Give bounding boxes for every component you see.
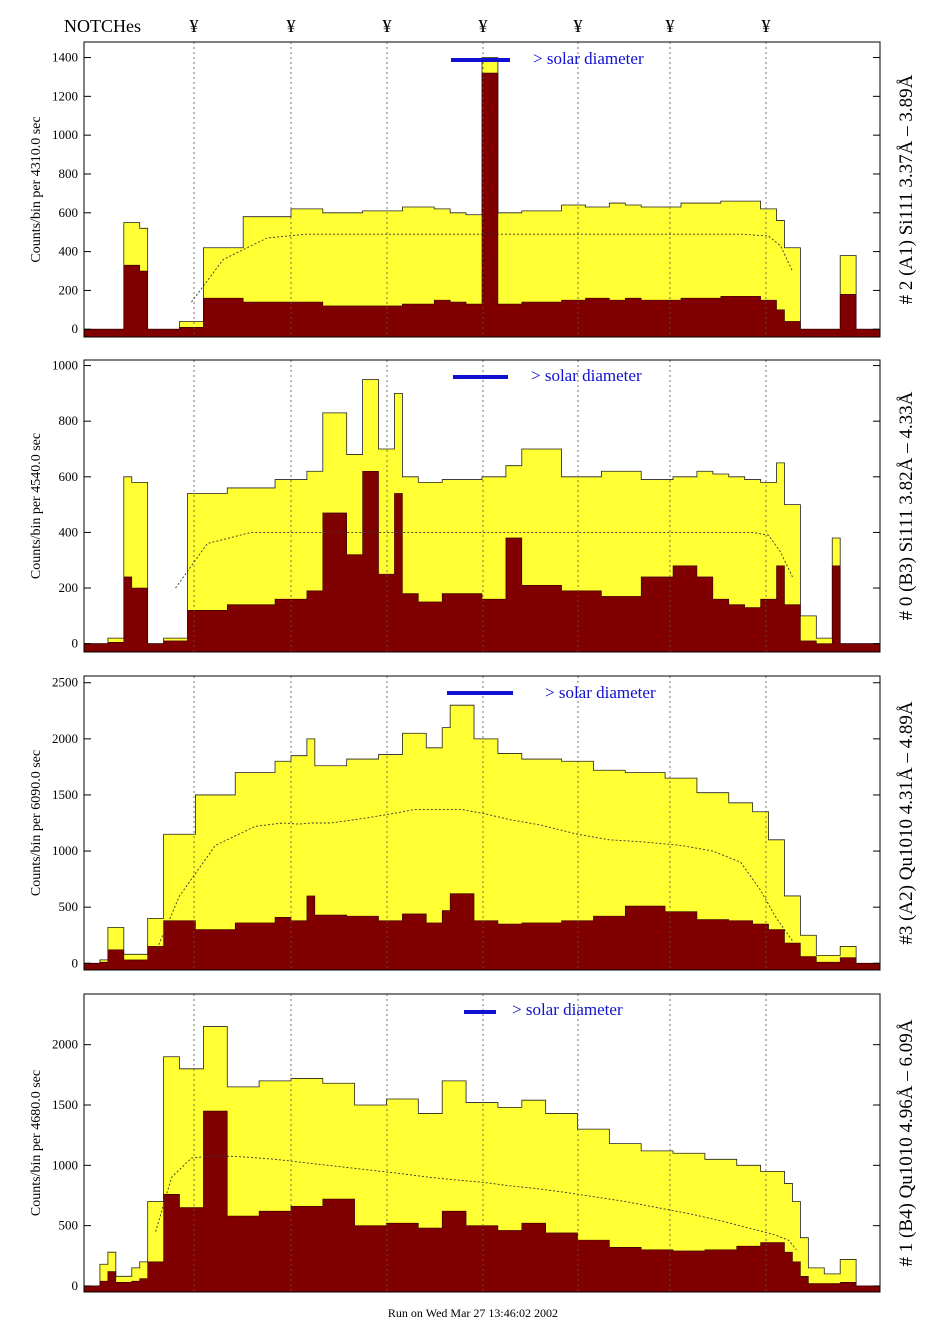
detector-label: # 0 (B3) Si111 3.82Å – 4.33Å: [896, 391, 917, 620]
detector-label: #3 (A2) Qu1010 4.31Å – 4.89Å: [896, 701, 917, 945]
line-spectrum: [84, 1110, 880, 1292]
y-tick-label: 2500: [52, 675, 78, 690]
total-spectrum: [84, 704, 880, 970]
y-tick-label: 400: [59, 244, 79, 259]
line-spectrum: [84, 470, 880, 652]
y-tick-label: 1000: [52, 1157, 78, 1172]
y-tick-label: 0: [72, 636, 79, 651]
y-tick-label: 0: [72, 321, 79, 336]
model-curve: [191, 233, 793, 303]
panel-3: 0 500 1000 1500 2000 2500 Counts/bin per 6090.…: [29, 675, 917, 971]
plot-area: [84, 360, 880, 652]
y-axis-label: Counts/bin per 4540.0 sec: [29, 433, 44, 579]
y-axis-label: Counts/bin per 4680.0 sec: [29, 1070, 44, 1216]
line-spectrum: [84, 893, 880, 970]
y-tick-label: 1500: [52, 1097, 78, 1112]
model-curve: [175, 531, 793, 589]
notch-marker: ¥: [666, 16, 675, 36]
y-tick-label: 200: [59, 580, 79, 595]
detector-label: # 2 (A1) Si111 3.37Å – 3.89Å: [896, 74, 917, 304]
plot-frame: [83, 359, 881, 653]
y-tick-label: 800: [59, 166, 79, 181]
y-tick-label: 1000: [52, 358, 78, 373]
panel-1: 0 200 400 600 800 1000 1200 1400 Counts/bin per …: [29, 41, 917, 338]
y-tick-label: 1500: [52, 787, 78, 802]
model-curve: [155, 809, 793, 953]
solar-diameter-label: > solar diameter: [531, 366, 642, 385]
y-tick-label: 2000: [52, 731, 78, 746]
y-tick-label: 500: [59, 899, 79, 914]
y-tick-label: 200: [59, 282, 79, 297]
model-curve: [155, 1155, 797, 1251]
plot-area: [84, 42, 880, 337]
notch-marker: ¥: [762, 16, 771, 36]
notch-marker: ¥: [190, 16, 199, 36]
y-axis-label: Counts/bin per 6090.0 sec: [29, 750, 44, 896]
y-tick-label: 800: [59, 413, 79, 428]
y-tick-label: 0: [72, 955, 79, 970]
solar-diameter-label: > solar diameter: [545, 683, 656, 702]
plot-frame: [83, 993, 881, 1293]
notch-marker: ¥: [383, 16, 392, 36]
solar-diameter-label: > solar diameter: [533, 49, 644, 68]
y-tick-label: 600: [59, 469, 79, 484]
notch-marker: ¥: [287, 16, 296, 36]
panel-4: 0 500 1000 1500 2000 Counts/bin per 4680.0 se…: [29, 993, 917, 1293]
y-tick-label: 1000: [52, 127, 78, 142]
panels: 0 200 400 600 800 1000 1200 1400 Counts/bin per …: [29, 41, 917, 1293]
plot-frame: [83, 41, 881, 338]
y-axis-label: Counts/bin per 4310.0 sec: [29, 116, 44, 262]
solar-diameter-label: > solar diameter: [512, 1000, 623, 1019]
y-tick-label: 400: [59, 524, 79, 539]
panel-2: 0 200 400 600 800 1000 Counts/bin per 4540.0 s…: [29, 358, 917, 653]
y-tick-label: 0: [72, 1278, 79, 1293]
plot-area: [84, 994, 880, 1292]
run-timestamp: Run on Wed Mar 27 13:46:02 2002: [388, 1306, 558, 1320]
y-tick-label: 1000: [52, 843, 78, 858]
y-tick-label: 1200: [52, 88, 78, 103]
notch-marker: ¥: [479, 16, 488, 36]
plot-frame: [83, 675, 881, 971]
y-tick-label: 1400: [52, 50, 78, 65]
y-tick-label: 600: [59, 205, 79, 220]
plot-area: [84, 676, 880, 970]
y-tick-label: 500: [59, 1218, 79, 1233]
notches-title: NOTCHes: [64, 16, 141, 36]
line-spectrum: [84, 72, 880, 337]
y-tick-label: 2000: [52, 1037, 78, 1052]
notch-markers: ¥ ¥ ¥ ¥ ¥ ¥ ¥: [190, 16, 771, 36]
detector-label: # 1 (B4) Qu1010 4.96Å – 6.09Å: [896, 1019, 917, 1266]
notch-marker: ¥: [574, 16, 583, 36]
